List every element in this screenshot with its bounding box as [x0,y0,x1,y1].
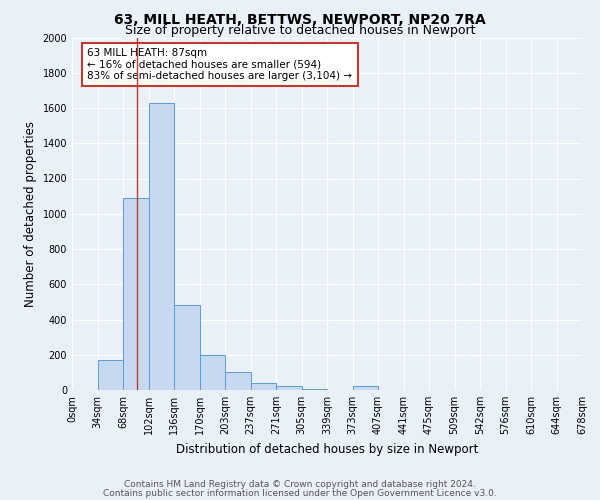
Text: 63, MILL HEATH, BETTWS, NEWPORT, NP20 7RA: 63, MILL HEATH, BETTWS, NEWPORT, NP20 7R… [114,12,486,26]
Bar [251,383,276,390]
Bar [353,386,378,390]
Bar [302,389,327,390]
Y-axis label: Number of detached properties: Number of detached properties [24,120,37,306]
X-axis label: Distribution of detached houses by size in Newport: Distribution of detached houses by size … [176,442,478,456]
Text: Contains public sector information licensed under the Open Government Licence v3: Contains public sector information licen… [103,488,497,498]
Bar [123,198,149,390]
Text: Size of property relative to detached houses in Newport: Size of property relative to detached ho… [125,24,475,37]
Bar [149,102,174,390]
Text: Contains HM Land Registry data © Crown copyright and database right 2024.: Contains HM Land Registry data © Crown c… [124,480,476,489]
Text: 63 MILL HEATH: 87sqm
← 16% of detached houses are smaller (594)
83% of semi-deta: 63 MILL HEATH: 87sqm ← 16% of detached h… [88,48,352,82]
Bar [97,360,123,390]
Bar [199,355,225,390]
Bar [276,386,302,390]
Bar [225,372,251,390]
Bar [174,306,199,390]
